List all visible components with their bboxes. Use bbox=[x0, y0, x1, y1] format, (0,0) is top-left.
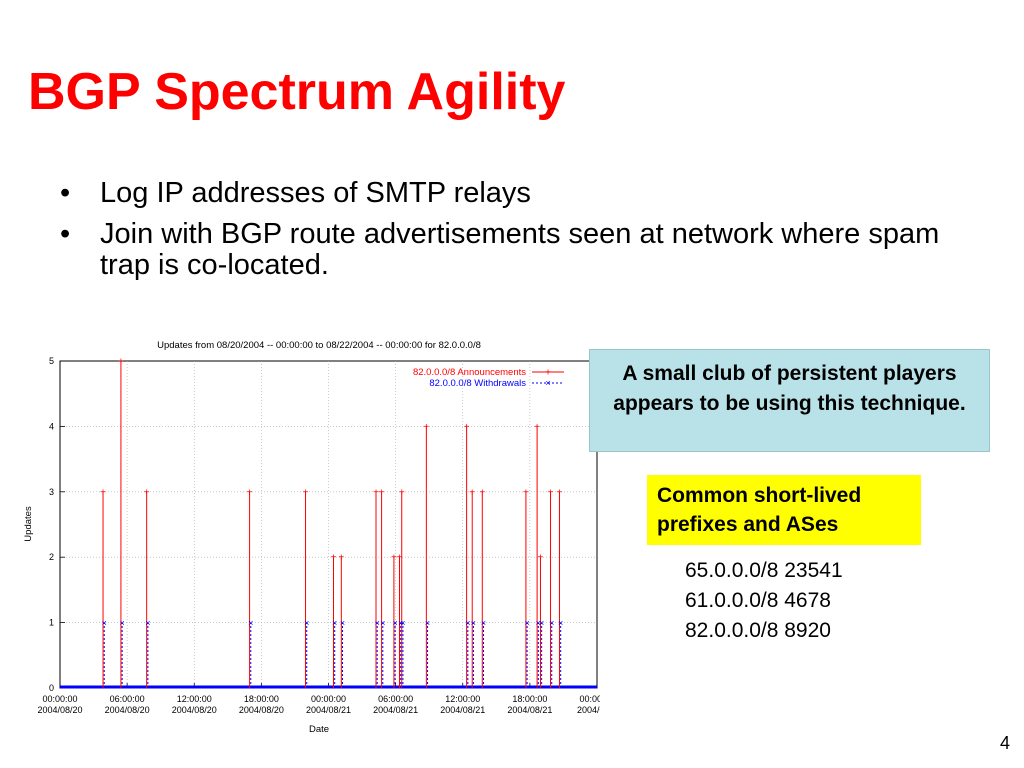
withdrawal-point: × bbox=[248, 618, 253, 628]
legend-label-withdrawals: 82.0.0.0/8 Withdrawals bbox=[429, 378, 526, 389]
y-axis-label: Updates bbox=[23, 506, 34, 542]
announcement-point: + bbox=[557, 487, 563, 498]
announcement-point: + bbox=[118, 357, 124, 368]
x-tick-label-time: 00:00:00 bbox=[42, 694, 77, 704]
withdrawal-point: × bbox=[375, 618, 380, 628]
y-tick-label: 5 bbox=[49, 356, 54, 366]
chart-title: Updates from 08/20/2004 -- 00:00:00 to 0… bbox=[157, 340, 481, 351]
withdrawal-point: × bbox=[481, 618, 486, 628]
y-tick-label: 3 bbox=[49, 487, 54, 497]
bullet-text: Join with BGP route advertisements seen … bbox=[100, 218, 940, 281]
announcement-point: + bbox=[538, 553, 544, 564]
announcement-point: + bbox=[338, 553, 344, 564]
withdrawal-point: × bbox=[524, 618, 529, 628]
withdrawal-point: × bbox=[400, 618, 405, 628]
x-tick-label-date: 2004/08/21 bbox=[440, 705, 485, 715]
x-tick-label-time: 12:00:00 bbox=[177, 694, 212, 704]
series-group: +++ + ++ ++ ++ +++ ++ + ++++ +× × × × × × × × × × ×× × × × × × ××… bbox=[60, 357, 597, 689]
page-number: 4 bbox=[1000, 733, 1011, 753]
prefix-item: 82.0.0.0/8 8920 bbox=[685, 619, 831, 642]
x-axis-label: Date bbox=[309, 724, 329, 735]
announcement-point: + bbox=[331, 553, 337, 564]
slide-title: BGP Spectrum Agility bbox=[28, 63, 566, 121]
x-tick-label-time: 00:00:00 bbox=[579, 694, 600, 704]
x-tick-label-date: 2004/08/20 bbox=[172, 705, 217, 715]
withdrawal-point: × bbox=[380, 618, 385, 628]
withdrawal-point: × bbox=[539, 618, 544, 628]
bullet-list: • Log IP addresses of SMTP relays • Join… bbox=[60, 178, 960, 291]
legend-marker-announcements: + bbox=[545, 368, 551, 379]
legend-label-announcements: 82.0.0.0/8 Announcements bbox=[413, 367, 526, 378]
announcement-point: + bbox=[464, 422, 470, 433]
legend-marker-withdrawals: × bbox=[545, 378, 550, 388]
x-tick-label-time: 18:00:00 bbox=[244, 694, 279, 704]
bullet-item: • Join with BGP route advertisements see… bbox=[60, 219, 960, 281]
x-tick-label-time: 12:00:00 bbox=[445, 694, 480, 704]
announcement-point: + bbox=[548, 487, 554, 498]
announcement-point: + bbox=[391, 553, 397, 564]
x-tick-label-time: 06:00:00 bbox=[110, 694, 145, 704]
announcement-point: + bbox=[303, 487, 309, 498]
announcement-point: + bbox=[534, 422, 540, 433]
bullet-glyph: • bbox=[60, 218, 71, 250]
announcement-point: + bbox=[379, 487, 385, 498]
announcement-point: + bbox=[100, 487, 106, 498]
bullet-glyph: • bbox=[60, 177, 71, 209]
bullet-item: • Log IP addresses of SMTP relays bbox=[60, 178, 960, 209]
x-tick-label-date: 2004/08/20 bbox=[105, 705, 150, 715]
x-tick-label-date: 2004/08/20 bbox=[37, 705, 82, 715]
prefix-list: 65.0.0.0/8 23541 61.0.0.0/8 4678 82.0.0.… bbox=[685, 556, 843, 646]
announcement-point: + bbox=[397, 553, 403, 564]
withdrawal-point: × bbox=[102, 618, 107, 628]
callout-short-lived-prefixes: Common short-lived prefixes and ASes bbox=[647, 475, 921, 545]
withdrawal-point: × bbox=[465, 618, 470, 628]
withdrawal-point: × bbox=[304, 618, 309, 628]
prefix-item: 61.0.0.0/8 4678 bbox=[685, 589, 831, 612]
chart-svg: Updates from 08/20/2004 -- 00:00:00 to 0… bbox=[23, 340, 617, 735]
x-tick-label-date: 2004/08/21 bbox=[507, 705, 552, 715]
x-tick-label-date: 2004/08/20 bbox=[239, 705, 284, 715]
callout-persistent-players: A small club of persistent players appea… bbox=[589, 349, 990, 452]
withdrawal-point: × bbox=[536, 618, 541, 628]
withdrawal-point: × bbox=[145, 618, 150, 628]
y-axis: 0 1 2 3 4 5 bbox=[49, 356, 65, 693]
withdrawal-point: × bbox=[332, 618, 337, 628]
announcement-point: + bbox=[144, 487, 150, 498]
y-tick-label: 4 bbox=[49, 421, 54, 431]
withdrawal-point: × bbox=[119, 618, 124, 628]
x-tick-label-date: 2004/08/2 bbox=[577, 705, 600, 715]
legend: 82.0.0.0/8 Announcements + 82.0.0.0/8 Wi… bbox=[413, 367, 564, 389]
announcement-point: + bbox=[469, 487, 475, 498]
plot-frame bbox=[59, 360, 598, 689]
withdrawal-point: × bbox=[425, 618, 430, 628]
y-tick-label: 1 bbox=[49, 618, 54, 628]
announcement-point: + bbox=[423, 422, 429, 433]
y-tick-label: 0 bbox=[49, 683, 54, 693]
withdrawal-point: × bbox=[392, 618, 397, 628]
announcement-point: + bbox=[247, 487, 253, 498]
y-tick-label: 2 bbox=[49, 552, 54, 562]
x-tick-label-date: 2004/08/21 bbox=[306, 705, 351, 715]
announcement-point: + bbox=[479, 487, 485, 498]
grid-lines bbox=[60, 361, 597, 688]
bullet-text: Log IP addresses of SMTP relays bbox=[100, 177, 531, 209]
prefix-item: 65.0.0.0/8 23541 bbox=[685, 559, 843, 582]
x-tick-label-time: 00:00:00 bbox=[311, 694, 346, 704]
x-tick-label-time: 06:00:00 bbox=[378, 694, 413, 704]
withdrawal-point: × bbox=[471, 618, 476, 628]
x-tick-label-date: 2004/08/21 bbox=[373, 705, 418, 715]
withdrawal-point: × bbox=[398, 618, 403, 628]
x-axis: 00:00:002004/08/2006:00:002004/08/2012:0… bbox=[37, 683, 617, 715]
withdrawal-point: × bbox=[558, 618, 563, 628]
withdrawal-point: × bbox=[549, 618, 554, 628]
announcement-point: + bbox=[373, 487, 379, 498]
bgp-updates-chart: Updates from 08/20/2004 -- 00:00:00 to 0… bbox=[18, 334, 617, 744]
withdrawal-point: × bbox=[340, 618, 345, 628]
x-tick-label-time: 18:00:00 bbox=[512, 694, 547, 704]
announcement-point: + bbox=[399, 487, 405, 498]
announcement-point: + bbox=[523, 487, 529, 498]
